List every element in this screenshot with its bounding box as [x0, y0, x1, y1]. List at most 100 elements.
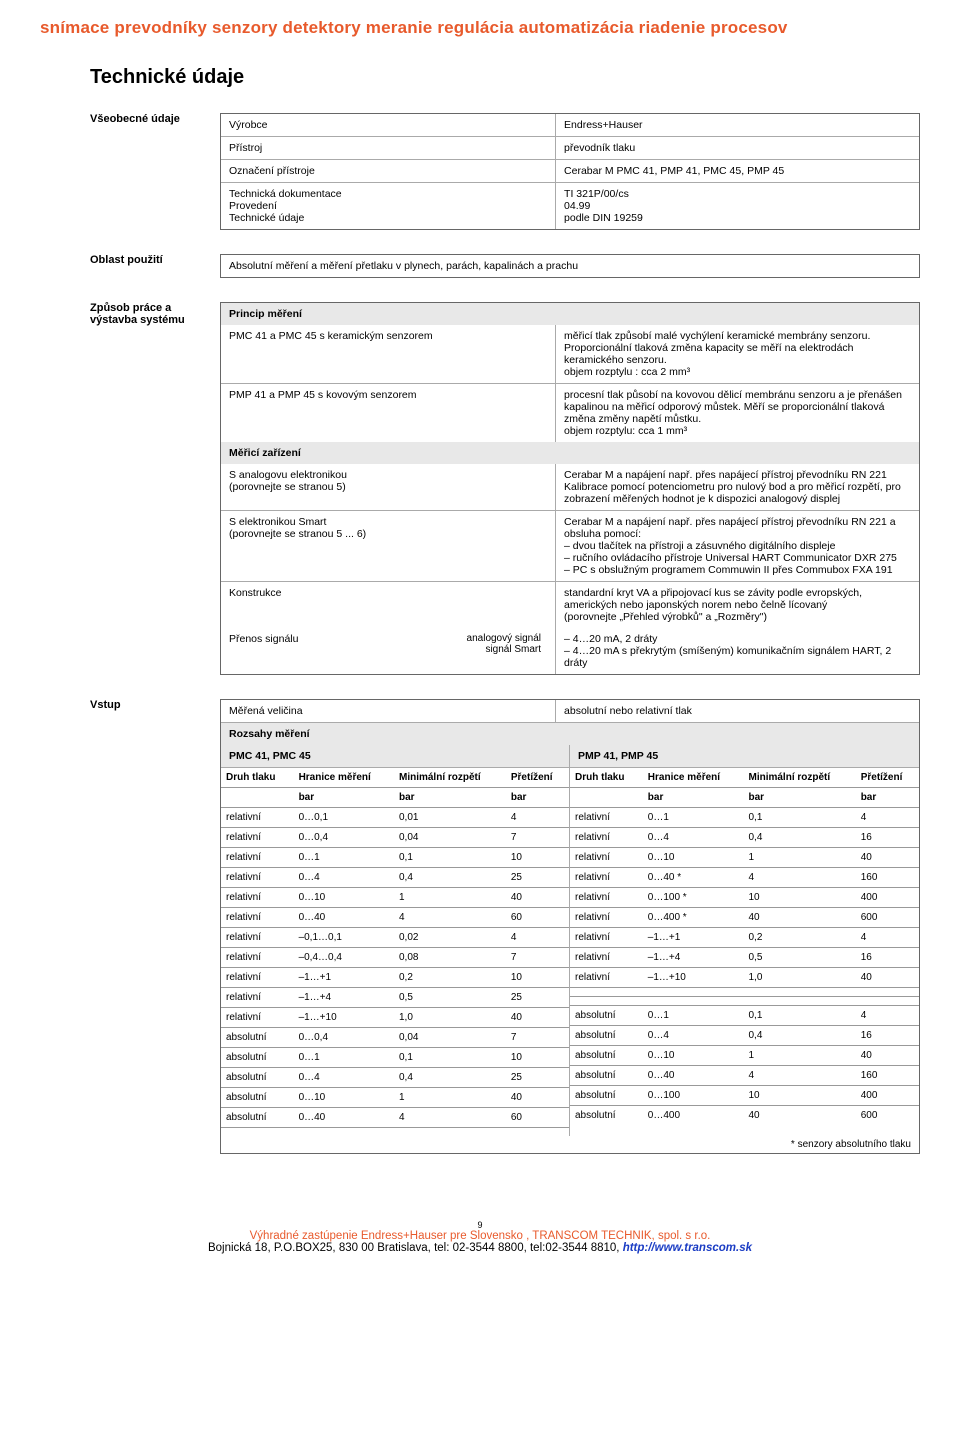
table-cell: 1,0	[743, 968, 855, 988]
device-val: standardní kryt VA a připojovací kus se …	[556, 582, 919, 628]
table-cell: absolutní	[570, 1066, 643, 1086]
table-cell: 0,2	[394, 968, 506, 988]
table-cell: 40	[743, 1106, 855, 1126]
table-cell: 0…0,4	[294, 828, 394, 848]
table-cell: 10	[506, 848, 569, 868]
table-cell: relativní	[570, 928, 643, 948]
table-cell: relativní	[221, 988, 294, 1008]
table-cell: 0…400 *	[643, 908, 744, 928]
label-working: Způsob práce a výstavba systému	[40, 302, 220, 681]
input-box: Měřená veličina absolutní nebo relativní…	[220, 699, 920, 1154]
table-cell: 16	[856, 828, 919, 848]
table-cell: relativní	[570, 968, 643, 988]
principle-val: měřicí tlak způsobí malé vychýlení keram…	[556, 325, 919, 383]
table-cell: relativní	[221, 828, 294, 848]
ranges-table-left: Druh tlakuHranice měřeníMinimální rozpět…	[221, 768, 569, 1136]
device-header: Měřicí zařízení	[221, 442, 919, 464]
table-cell: 40	[506, 888, 569, 908]
table-cell: 0,4	[743, 828, 855, 848]
table-cell: relativní	[570, 848, 643, 868]
table-cell: 1	[743, 848, 855, 868]
general-val: Cerabar M PMC 41, PMP 41, PMC 45, PMP 45	[556, 160, 919, 182]
table-cell: 10	[506, 1048, 569, 1068]
table-cell: relativní	[221, 888, 294, 908]
table-cell: 0,5	[743, 948, 855, 968]
label-input: Vstup	[40, 699, 220, 1160]
table-cell: 40	[856, 1046, 919, 1066]
table-cell: 16	[856, 948, 919, 968]
right-group-header: PMP 41, PMP 45	[570, 745, 919, 767]
table-cell: 0…4	[294, 1068, 394, 1088]
table-cell: absolutní	[221, 1048, 294, 1068]
table-cell: 40	[506, 1088, 569, 1108]
table-cell: 0,1	[394, 848, 506, 868]
page-footer: 9 Výhradné zastúpenie Endress+Hauser pre…	[40, 1220, 920, 1254]
table-cell	[570, 988, 643, 997]
ranges-table-right: Druh tlakuHranice měřeníMinimální rozpět…	[570, 768, 919, 1125]
table-cell	[856, 988, 919, 997]
table-cell: 0…40	[294, 908, 394, 928]
table-cell: 40	[856, 968, 919, 988]
general-box: VýrobceEndress+HauserPřístrojpřevodník t…	[220, 113, 920, 230]
measured-value: absolutní nebo relativní tlak	[556, 700, 919, 722]
general-key: Technická dokumentace Provedení Technick…	[221, 183, 556, 229]
table-cell	[856, 997, 919, 1006]
table-cell: 0…40	[643, 1066, 744, 1086]
table-cell: relativní	[221, 968, 294, 988]
table-cell: relativní	[221, 1008, 294, 1028]
table-cell: absolutní	[570, 1106, 643, 1126]
table-cell	[743, 997, 855, 1006]
device-key: S analogovu elektronikou (porovnejte se …	[221, 464, 556, 510]
table-cell: 0,4	[743, 1026, 855, 1046]
label-usage: Oblast použití	[40, 254, 220, 284]
table-cell: 0…10	[643, 1046, 744, 1066]
table-cell: 10	[743, 1086, 855, 1106]
table-cell: 0,04	[394, 1028, 506, 1048]
table-cell: relativní	[570, 868, 643, 888]
table-cell: absolutní	[570, 1026, 643, 1046]
table-cell: 4	[394, 908, 506, 928]
table-cell: 0…10	[643, 848, 744, 868]
table-cell: relativní	[221, 848, 294, 868]
table-cell: 25	[506, 988, 569, 1008]
table-cell: 0,08	[394, 948, 506, 968]
table-cell	[643, 988, 744, 997]
table-cell: 25	[506, 868, 569, 888]
table-cell: 0…10	[294, 888, 394, 908]
table-cell: 0…1	[643, 808, 744, 828]
table-cell: relativní	[570, 808, 643, 828]
signal-label: Přenos signálu	[229, 633, 426, 655]
label-general: Všeobecné údaje	[40, 113, 220, 236]
table-cell: absolutní	[221, 1088, 294, 1108]
table-cell: 0…100 *	[643, 888, 744, 908]
table-cell: –1…+4	[294, 988, 394, 1008]
general-key: Označení přístroje	[221, 160, 556, 182]
table-cell: relativní	[570, 828, 643, 848]
table-cell: 0,1	[743, 1006, 855, 1026]
table-cell: 1	[394, 888, 506, 908]
table-cell: 0,01	[394, 808, 506, 828]
table-cell: absolutní	[570, 1046, 643, 1066]
table-cell: 4	[394, 1108, 506, 1128]
table-cell: relativní	[221, 928, 294, 948]
table-cell: –0,4…0,4	[294, 948, 394, 968]
table-cell: 0…4	[294, 868, 394, 888]
table-cell: 4	[856, 1006, 919, 1026]
table-cell: –1…+4	[643, 948, 744, 968]
usage-box: Absolutní měření a měření přetlaku v ply…	[220, 254, 920, 278]
table-cell: 4	[743, 868, 855, 888]
table-cell: absolutní	[221, 1028, 294, 1048]
table-cell: 0,04	[394, 828, 506, 848]
table-cell: absolutní	[221, 1068, 294, 1088]
table-cell	[743, 988, 855, 997]
table-cell: 400	[856, 1086, 919, 1106]
table-cell: 60	[506, 1108, 569, 1128]
table-cell: –1…+10	[294, 1008, 394, 1028]
table-cell: 400	[856, 888, 919, 908]
table-cell: 1	[394, 1088, 506, 1108]
table-cell: 0…40 *	[643, 868, 744, 888]
device-val: Cerabar M a napájení např. přes napájecí…	[556, 464, 919, 510]
ranges-header: Rozsahy měření	[221, 723, 919, 745]
page-number: 9	[40, 1220, 920, 1230]
general-val: TI 321P/00/cs 04.99 podle DIN 19259	[556, 183, 919, 229]
